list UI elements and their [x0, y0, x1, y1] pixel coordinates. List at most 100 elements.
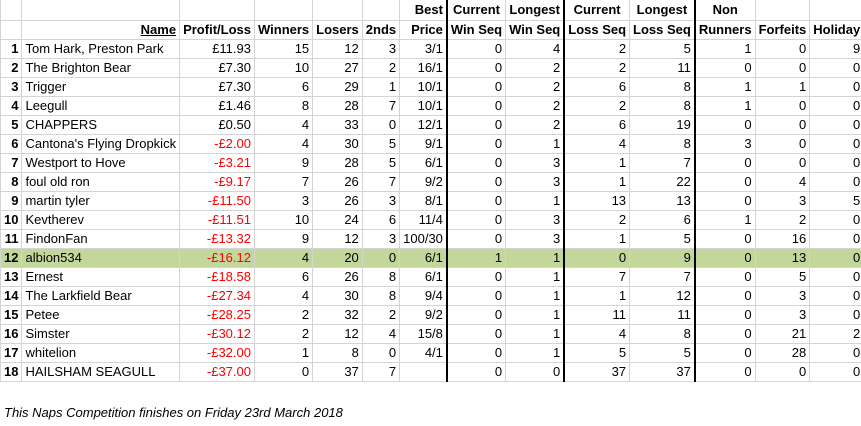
header-long-win-bottom: Win Seq [505, 19, 566, 40]
cell-profit: -£16.12 [179, 247, 255, 268]
cell-forfeits: 0 [754, 38, 811, 59]
cell-long-loss: 22 [629, 171, 696, 192]
table-row: 18 HAILSHAM SEAGULL -£37.00 0 37 7 0 0 37 37 0 0 0 [0, 361, 861, 382]
cell-losers: 12 [312, 228, 363, 249]
cell-cur-win: 0 [446, 171, 507, 192]
cell-winners: 4 [253, 114, 314, 135]
header-profit: Profit/Loss [179, 19, 255, 40]
cell-holiday: 0 [809, 266, 861, 287]
cell-profit: £0.50 [179, 114, 255, 135]
cell-name: Ernest [21, 266, 181, 287]
cell-holiday: 5 [809, 190, 861, 211]
cell-best: 16/1 [399, 57, 448, 78]
cell-cur-loss: 37 [563, 361, 631, 382]
header-best-top: Best [399, 0, 448, 21]
cell-seconds: 5 [361, 152, 401, 173]
cell-rank: 5 [0, 114, 23, 135]
cell-name: whitelion [21, 342, 181, 363]
cell-profit: £1.46 [179, 95, 255, 116]
cell-losers: 26 [312, 171, 363, 192]
cell-rank: 4 [0, 95, 23, 116]
table-row: 9 martin tyler -£11.50 3 26 3 8/1 0 1 13 13 0 3 5 [0, 190, 861, 211]
cell-cur-win: 0 [446, 304, 507, 325]
cell-forfeits: 0 [754, 133, 811, 154]
cell-seconds: 0 [361, 114, 401, 135]
cell-cur-win: 0 [446, 342, 507, 363]
table-row: 7 Westport to Hove -£3.21 9 28 5 6/1 0 3 1 7 0 0 0 [0, 152, 861, 173]
cell-long-win: 2 [505, 95, 566, 116]
cell-forfeits: 16 [754, 228, 811, 249]
cell-cur-loss: 5 [563, 342, 631, 363]
table-row: 13 Ernest -£18.58 6 26 8 6/1 0 1 7 7 0 5 0 [0, 266, 861, 287]
cell-best: 8/1 [399, 190, 448, 211]
cell-losers: 26 [312, 190, 363, 211]
cell-holiday: 0 [809, 57, 861, 78]
cell-losers: 28 [312, 152, 363, 173]
cell-forfeits: 3 [754, 190, 811, 211]
header-winners: Winners [253, 19, 314, 40]
cell-cur-win: 0 [446, 152, 507, 173]
cell-holiday: 0 [809, 304, 861, 325]
cell-non: 0 [694, 304, 756, 325]
footer-note: This Naps Competition finishes on Friday… [4, 405, 343, 420]
cell-winners: 4 [253, 285, 314, 306]
table-row: 15 Petee -£28.25 2 32 2 9/2 0 1 11 11 0 3 0 [0, 304, 861, 325]
cell-profit: -£37.00 [179, 361, 255, 382]
cell-cur-win: 0 [446, 285, 507, 306]
cell-non: 0 [694, 323, 756, 344]
cell-non: 1 [694, 76, 756, 97]
cell-long-win: 1 [505, 247, 566, 268]
cell-holiday: 0 [809, 342, 861, 363]
cell-forfeits: 13 [754, 247, 811, 268]
cell-non: 0 [694, 266, 756, 287]
cell-cur-loss: 1 [563, 285, 631, 306]
cell-forfeits: 28 [754, 342, 811, 363]
table-row: 6 Cantona's Flying Dropkick -£2.00 4 30 5 9/1 0… [0, 133, 861, 154]
cell-cur-loss: 4 [563, 323, 631, 344]
cell-losers: 8 [312, 342, 363, 363]
cell-profit: -£3.21 [179, 152, 255, 173]
cell-best: 10/1 [399, 95, 448, 116]
cell-best: 6/1 [399, 152, 448, 173]
table-body: 1 Tom Hark, Preston Park £11.93 15 12 3 3/1 0 4 2… [0, 38, 861, 382]
header-forfeits: Forfeits [754, 19, 811, 40]
cell-long-loss: 7 [629, 152, 696, 173]
cell-winners: 2 [253, 323, 314, 344]
cell-rank: 14 [0, 285, 23, 306]
cell-profit: -£13.32 [179, 228, 255, 249]
cell-cur-loss: 2 [563, 209, 631, 230]
cell-winners: 2 [253, 304, 314, 325]
cell-long-win: 3 [505, 209, 566, 230]
cell-losers: 20 [312, 247, 363, 268]
cell-forfeits: 0 [754, 95, 811, 116]
cell-long-loss: 8 [629, 76, 696, 97]
cell-rank: 11 [0, 228, 23, 249]
cell-non: 0 [694, 114, 756, 135]
cell-profit: -£32.00 [179, 342, 255, 363]
header-non-top: Non [694, 0, 756, 21]
cell-best: 9/2 [399, 171, 448, 192]
cell-cur-win: 0 [446, 133, 507, 154]
header-row-top: Best Current Longest Current Longest Non [0, 0, 861, 21]
cell-long-win: 1 [505, 266, 566, 287]
cell-profit: -£28.25 [179, 304, 255, 325]
table-row: 8 foul old ron -£9.17 7 26 7 9/2 0 3 1 22 0 4 0 [0, 171, 861, 192]
cell-non: 0 [694, 247, 756, 268]
cell-long-win: 1 [505, 323, 566, 344]
cell-long-loss: 37 [629, 361, 696, 382]
cell-winners: 6 [253, 266, 314, 287]
cell-non: 0 [694, 190, 756, 211]
cell-holiday: 0 [809, 95, 861, 116]
cell-forfeits: 0 [754, 152, 811, 173]
cell-long-loss: 6 [629, 209, 696, 230]
cell-cur-loss: 1 [563, 228, 631, 249]
cell-cur-win: 0 [446, 190, 507, 211]
cell-long-win: 0 [505, 361, 566, 382]
cell-cur-win: 0 [446, 209, 507, 230]
cell-profit: £7.30 [179, 76, 255, 97]
table-row: 1 Tom Hark, Preston Park £11.93 15 12 3 3/1 0 4 2… [0, 38, 861, 59]
cell-cur-win: 0 [446, 114, 507, 135]
cell-best: 12/1 [399, 114, 448, 135]
cell-winners: 7 [253, 171, 314, 192]
cell-profit: -£27.34 [179, 285, 255, 306]
